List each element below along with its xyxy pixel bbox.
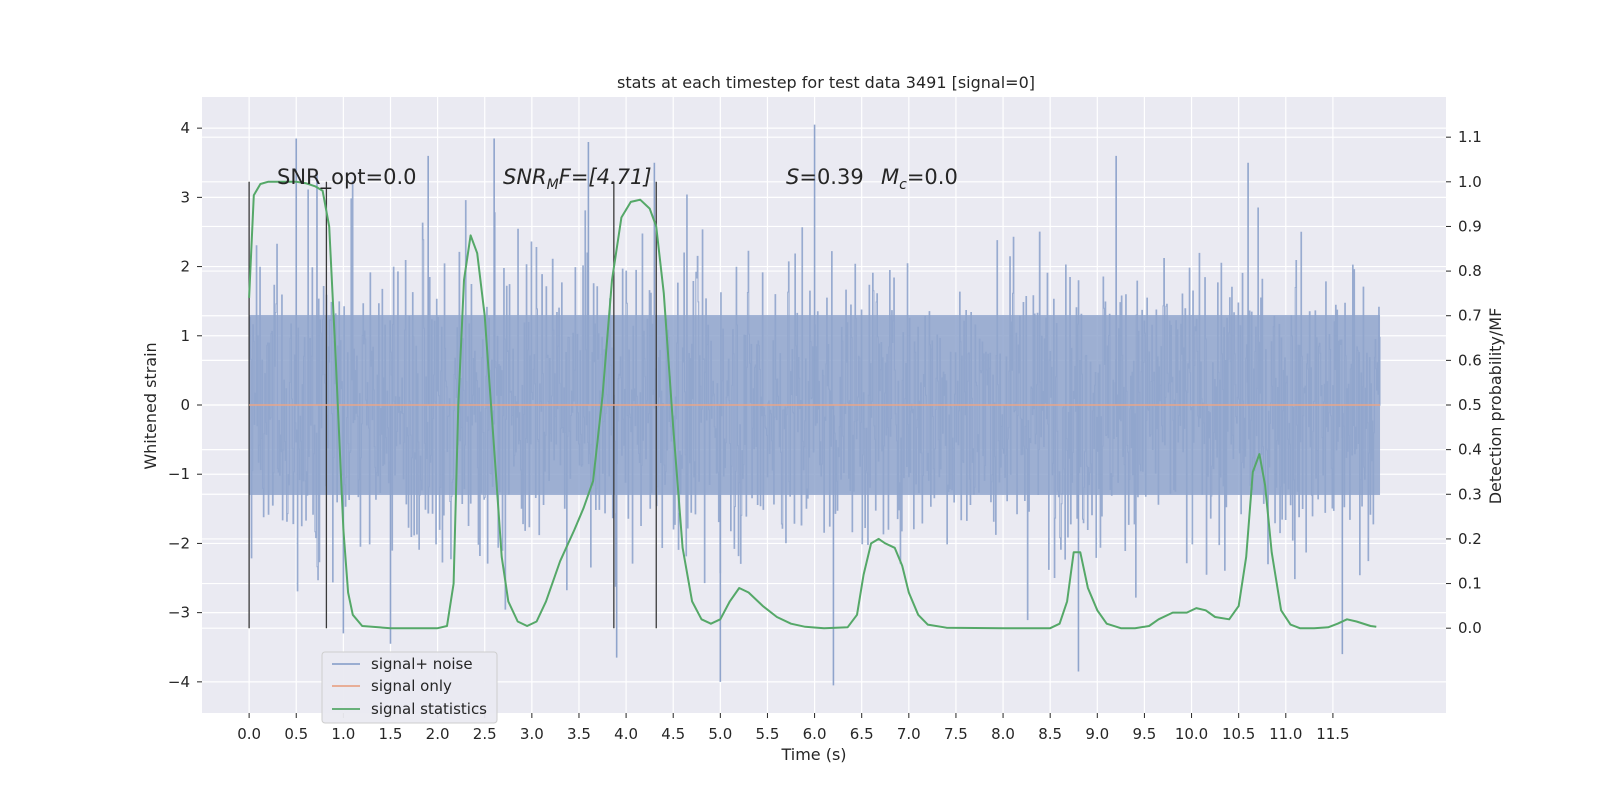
x-tick-label: 0.0 (237, 725, 261, 743)
legend: signal+ noise signal only signal statist… (321, 651, 498, 724)
x-tick-label: 7.0 (897, 725, 921, 743)
x-tick-label: 6.5 (850, 725, 874, 743)
x-tick-label: 10.0 (1175, 725, 1208, 743)
x-tick-label: 8.0 (991, 725, 1015, 743)
x-tick-label: 0.5 (284, 725, 308, 743)
y-right-tick-label: 0.4 (1458, 441, 1482, 459)
y-right-tick-label: 0.2 (1458, 530, 1482, 548)
x-axis-label: Time (s) (780, 745, 846, 764)
annotation-mc: Mc=0.0 (881, 165, 958, 193)
annotation-snr-mf-rest: F=[4.71] (559, 165, 652, 189)
annotation-snr-mf: SNRMF=[4.71] (503, 165, 652, 193)
x-tick-label: 2.0 (426, 725, 450, 743)
annotation-s: S=0.39 (786, 165, 864, 189)
y-axis-right-ticks: 1.1 1.0 0.9 0.8 0.7 0.6 0.5 0.4 0.3 0.2 0.1 0.0 (1446, 128, 1482, 637)
x-tick-label: 2.5 (473, 725, 497, 743)
annotation-mc-value: =0.0 (907, 165, 958, 189)
x-tick-label: 1.0 (331, 725, 355, 743)
y-right-tick-label: 0.3 (1458, 485, 1482, 503)
y-left-tick-label: 2 (180, 258, 190, 276)
y-left-tick-label: 4 (180, 119, 190, 137)
y-axis-right-label: Detection probability/MF (1486, 308, 1505, 505)
y-left-tick-label: −3 (168, 604, 190, 622)
legend-label-signal-plus-noise: signal+ noise (371, 655, 473, 673)
y-left-tick-label: 3 (180, 188, 190, 206)
legend-label-signal-statistics: signal statistics (371, 700, 487, 718)
annotation-s-value: =0.39 (799, 165, 863, 189)
y-right-tick-label: 1.0 (1458, 173, 1482, 191)
x-axis-ticks: 0.0 0.5 1.0 1.5 2.0 2.5 3.0 3.5 4.0 4.5 5.0 5.5 6.0 6… (237, 713, 1350, 743)
y-right-tick-label: 0.9 (1458, 217, 1482, 235)
annotation-snr-opt: SNR_opt=0.0 (277, 165, 417, 190)
x-tick-label: 4.0 (614, 725, 638, 743)
x-tick-label: 10.5 (1222, 725, 1255, 743)
y-axis-left-label: Whitened strain (141, 342, 160, 469)
y-axis-left-ticks: 4 3 2 1 0 −1 −2 −3 −4 (168, 119, 202, 691)
y-left-tick-label: −2 (168, 534, 190, 552)
y-right-tick-label: 0.5 (1458, 396, 1482, 414)
y-right-tick-label: 0.7 (1458, 307, 1482, 325)
y-left-tick-label: 0 (180, 396, 190, 414)
y-left-tick-label: −4 (168, 673, 190, 691)
y-left-tick-label: 1 (180, 327, 190, 345)
x-tick-label: 11.0 (1269, 725, 1302, 743)
x-tick-label: 11.5 (1316, 725, 1349, 743)
series-signal-statistics (248, 180, 1377, 630)
y-right-tick-label: 0.8 (1458, 262, 1482, 280)
y-right-tick-label: 0.0 (1458, 619, 1482, 637)
x-tick-label: 9.5 (1132, 725, 1156, 743)
x-tick-label: 3.0 (520, 725, 544, 743)
y-right-tick-label: 0.6 (1458, 351, 1482, 369)
annotation-mc-sub: c (899, 177, 907, 193)
x-tick-label: 8.5 (1038, 725, 1062, 743)
x-tick-label: 7.5 (944, 725, 968, 743)
annotation-mc-base: M (881, 165, 899, 189)
x-tick-label: 3.5 (567, 725, 591, 743)
x-tick-label: 9.0 (1085, 725, 1109, 743)
x-tick-label: 4.5 (661, 725, 685, 743)
y-left-tick-label: −1 (168, 465, 190, 483)
legend-label-signal-only: signal only (371, 677, 452, 695)
legend-box (321, 651, 498, 724)
x-tick-label: 1.5 (379, 725, 403, 743)
y-right-tick-label: 1.1 (1458, 128, 1482, 146)
y-right-tick-label: 0.1 (1458, 575, 1482, 593)
annotation-s-var: S (786, 165, 799, 189)
chart-title: stats at each timestep for test data 349… (617, 73, 1035, 92)
x-tick-label: 5.5 (756, 725, 780, 743)
annotation-snr-mf-base: SNR (503, 165, 547, 189)
x-tick-label: 6.0 (803, 725, 827, 743)
annotation-snr-mf-sub: M (547, 177, 559, 193)
x-tick-label: 5.0 (708, 725, 732, 743)
signal-statistics-line (248, 180, 1377, 630)
